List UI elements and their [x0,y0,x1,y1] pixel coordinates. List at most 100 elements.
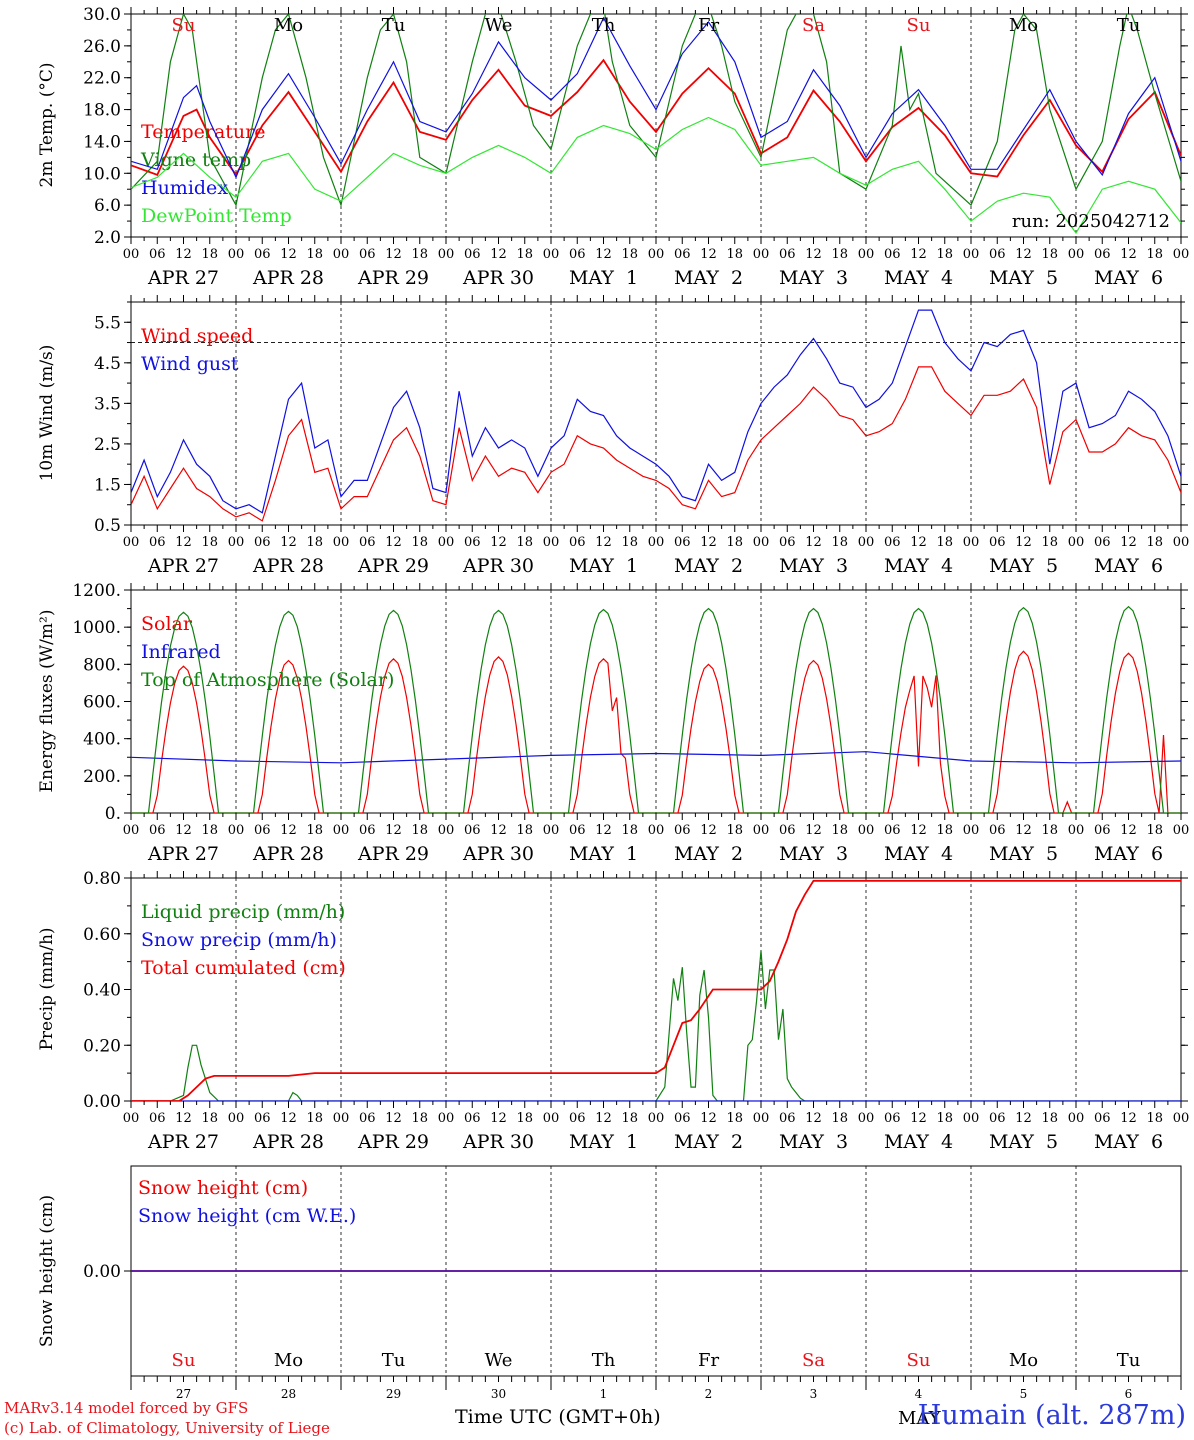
hour-tick-label: 12 [1015,1111,1032,1126]
hour-tick-label: 06 [464,535,481,550]
hour-tick-label: 18 [621,535,638,550]
hour-tick-label: 00 [1173,823,1190,838]
y-axis-title: 2m Temp. (°C) [37,62,57,187]
hour-tick-label: 00 [543,247,560,262]
hour-tick-label: 06 [1094,535,1111,550]
hour-tick-label: 12 [700,247,717,262]
y-tick-label: 4.5 [94,354,121,374]
weekday-label: Fr [698,15,719,36]
hour-tick-label: 12 [490,1111,507,1126]
run-annotation: run: 2025042712 [1012,211,1170,232]
day-number: 6 [1125,1387,1133,1401]
hour-tick-label: 06 [1094,247,1111,262]
day-number: 2 [705,1387,713,1401]
hour-tick-label: 06 [254,1111,271,1126]
plot-frame-0 [130,13,1182,238]
hour-tick-label: 12 [1120,535,1137,550]
hour-tick-label: 12 [385,247,402,262]
y-tick-label: 14.0 [83,132,121,152]
hour-tick-label: 00 [858,247,875,262]
hour-tick-label: 12 [595,1111,612,1126]
date-label: APR 29 [357,843,429,865]
legend-entry: Snow height (cm W.E.) [138,1205,356,1227]
hour-tick-label: 06 [359,823,376,838]
hour-tick-label: 06 [359,247,376,262]
hour-tick-label: 12 [175,823,192,838]
hour-tick-label: 12 [700,1111,717,1126]
hour-tick-label: 12 [280,823,297,838]
hour-tick-label: 18 [936,1111,953,1126]
hour-tick-label: 18 [1041,535,1058,550]
date-label: MAY 1 [569,1131,638,1153]
hour-tick-label: 18 [306,1111,323,1126]
legend-entry: Vigne temp [140,149,251,171]
weekday-label: Su [172,15,196,36]
hour-tick-label: 18 [936,535,953,550]
weekday-label: Su [907,1350,931,1371]
date-label: MAY 5 [989,1131,1058,1153]
hour-tick-label: 12 [595,535,612,550]
station-label: Humain (alt. 287m) [917,1400,1186,1431]
hour-tick-label: 00 [123,535,140,550]
date-label: MAY 5 [989,555,1058,577]
date-label: APR 30 [462,267,534,289]
y-axis-title: Energy fluxes (W/m²) [37,610,57,793]
day-number: 1 [600,1387,608,1401]
y-tick-label: 0.60 [83,925,121,945]
hour-tick-label: 18 [621,823,638,838]
hour-tick-label: 12 [1015,535,1032,550]
hour-tick-label: 06 [884,1111,901,1126]
date-label: APR 29 [357,555,429,577]
hour-tick-label: 00 [438,247,455,262]
hour-tick-label: 18 [1041,247,1058,262]
hour-tick-label: 12 [910,535,927,550]
legend-entry: Humidex [141,177,228,199]
y-axis-title: Precip (mm/h) [37,927,57,1050]
hour-tick-label: 18 [831,1111,848,1126]
hour-tick-label: 06 [149,535,166,550]
hour-tick-label: 06 [989,247,1006,262]
day-number: 5 [1020,1387,1028,1401]
hour-tick-label: 06 [989,535,1006,550]
day-number: 28 [281,1387,296,1401]
series-line [131,751,1181,764]
hour-tick-label: 18 [1146,535,1163,550]
hour-tick-label: 00 [753,535,770,550]
weekday-label: Mo [274,1350,303,1371]
hour-tick-label: 06 [149,247,166,262]
hour-tick-label: 00 [1068,247,1085,262]
plot-frame-2 [130,589,1182,814]
y-tick-label: 0. [105,804,121,824]
legend-entry: Snow precip (mm/h) [141,929,337,951]
y-tick-label: 0.00 [83,1092,121,1112]
series-line [131,605,1181,813]
month-label: MAY [898,1408,941,1429]
hour-tick-label: 06 [464,247,481,262]
date-label: APR 30 [462,843,534,865]
date-label: APR 27 [147,555,219,577]
hour-tick-label: 06 [254,535,271,550]
hour-tick-label: 18 [306,535,323,550]
hour-tick-label: 00 [543,535,560,550]
hour-tick-label: 00 [228,247,245,262]
hour-tick-label: 06 [569,535,586,550]
hour-tick-label: 06 [569,247,586,262]
date-label: APR 30 [462,555,534,577]
hour-tick-label: 00 [228,1111,245,1126]
hour-tick-label: 06 [464,1111,481,1126]
hour-tick-label: 12 [595,247,612,262]
date-label: MAY 3 [779,1131,848,1153]
hour-tick-label: 12 [385,535,402,550]
hour-tick-label: 06 [674,247,691,262]
lab-credit: (c) Lab. of Climatology, University of L… [4,1419,330,1437]
legend-entry: Solar [141,613,193,635]
y-tick-label: 1.5 [94,475,121,495]
hour-tick-label: 18 [201,247,218,262]
date-label: APR 28 [252,843,324,865]
hour-tick-label: 06 [884,823,901,838]
y-tick-label: 10.0 [83,164,121,184]
weekday-label: We [485,1350,513,1371]
y-tick-label: 2.0 [94,228,121,248]
hour-tick-label: 12 [805,247,822,262]
hour-tick-label: 00 [1068,1111,1085,1126]
